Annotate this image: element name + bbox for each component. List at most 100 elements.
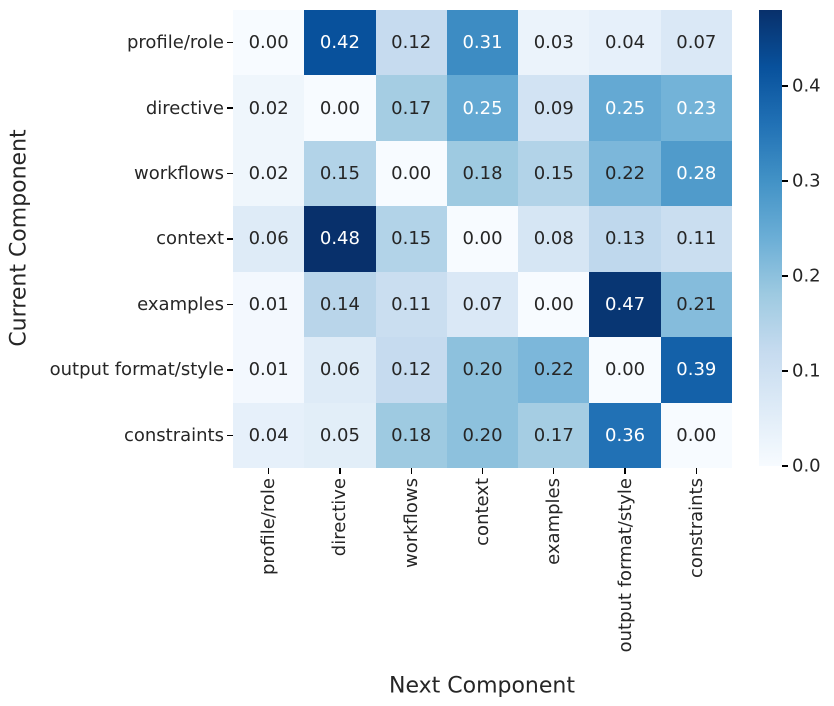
colorbar-tick-label: 0.1 xyxy=(792,360,821,382)
y-tick-label: examples xyxy=(137,293,224,315)
x-tick-mark xyxy=(339,468,341,474)
colorbar-tick-mark xyxy=(782,370,788,372)
heatmap-cell: 0.48 xyxy=(304,206,376,272)
y-tick-label: constraints xyxy=(123,424,224,446)
colorbar-tick-mark xyxy=(782,465,788,467)
x-tick-mark xyxy=(410,468,412,474)
heatmap-cell: 0.02 xyxy=(233,75,305,141)
heatmap-cell: 0.12 xyxy=(375,337,447,403)
heatmap-cell: 0.07 xyxy=(446,271,519,338)
heatmap-cell: 0.22 xyxy=(518,337,590,403)
x-tick-label: context xyxy=(447,478,518,670)
heatmap-cell: 0.15 xyxy=(518,140,590,207)
x-tick-label: examples xyxy=(518,478,589,670)
heatmap-cell: 0.21 xyxy=(660,271,732,338)
heatmap-cell: 0.08 xyxy=(518,206,590,272)
x-tick-label: output format/style xyxy=(589,478,660,670)
heatmap-cell: 0.00 xyxy=(660,402,732,468)
colorbar-tick-label: 0.3 xyxy=(792,170,821,192)
heatmap-cell: 0.18 xyxy=(446,140,519,207)
heatmap-cell: 0.20 xyxy=(446,402,519,468)
x-tick-mark xyxy=(695,468,698,474)
heatmap-cell: 0.11 xyxy=(660,206,732,272)
colorbar-tick-mark xyxy=(782,180,788,182)
y-tick-label: workflows xyxy=(133,163,224,185)
colorbar-tick-label: 0.0 xyxy=(792,455,821,477)
heatmap-cell: 0.05 xyxy=(304,402,376,468)
heatmap-cell: 0.02 xyxy=(233,140,305,207)
heatmap-cell: 0.39 xyxy=(660,337,732,403)
heatmap-cell: 0.04 xyxy=(233,402,305,468)
heatmap-cell: 0.23 xyxy=(660,75,732,141)
colorbar-tick-mark xyxy=(782,85,788,87)
heatmap-cell: 0.06 xyxy=(304,337,376,403)
x-tick-mark xyxy=(553,468,555,474)
y-tick-mark xyxy=(227,434,233,436)
heatmap-cell: 0.11 xyxy=(375,271,447,338)
heatmap-cell: 0.28 xyxy=(660,140,732,207)
heatmap-cell: 0.25 xyxy=(446,75,519,141)
x-tick-label: constraints xyxy=(661,478,732,670)
heatmap-cell: 0.07 xyxy=(660,10,732,76)
y-tick-label: context xyxy=(156,228,224,250)
y-tick-mark xyxy=(227,238,233,240)
heatmap-cell: 0.00 xyxy=(589,337,661,403)
heatmap-cell: 0.13 xyxy=(589,206,661,272)
heatmap-cell: 0.15 xyxy=(304,140,376,207)
colorbar-tick-mark xyxy=(782,275,788,277)
x-tick-mark xyxy=(267,468,270,474)
y-tick-label: directive xyxy=(145,97,224,119)
heatmap-cell: 0.42 xyxy=(304,10,376,76)
x-tick-label-text: constraints xyxy=(685,478,707,579)
heatmap-cell: 0.17 xyxy=(518,402,590,468)
x-tick-label-text: profile/role xyxy=(258,478,280,576)
heatmap-cell: 0.15 xyxy=(375,206,447,272)
colorbar xyxy=(759,10,782,466)
heatmap-cell: 0.01 xyxy=(233,271,305,338)
x-tick-label: directive xyxy=(304,478,375,670)
colorbar-tick-label: 0.2 xyxy=(792,265,821,287)
x-tick-label-text: output format/style xyxy=(614,478,636,653)
heatmap-cell: 0.14 xyxy=(304,271,376,338)
heatmap-cell: 0.36 xyxy=(589,402,661,468)
heatmap-cell: 0.09 xyxy=(518,75,590,141)
x-tick-label-text: context xyxy=(471,478,493,546)
x-tick-mark xyxy=(481,468,484,474)
heatmap-cell: 0.25 xyxy=(589,75,661,141)
y-tick-mark xyxy=(227,107,233,109)
x-axis-title: Next Component xyxy=(389,673,575,699)
y-tick-mark xyxy=(227,172,233,175)
heatmap-cell: 0.22 xyxy=(589,140,661,207)
x-tick-label: workflows xyxy=(376,478,447,670)
heatmap-cell: 0.00 xyxy=(518,271,590,338)
heatmap-cell: 0.00 xyxy=(304,75,376,141)
heatmap-cell: 0.04 xyxy=(589,10,661,76)
heatmap-cell: 0.47 xyxy=(589,271,661,338)
heatmap-cell: 0.06 xyxy=(233,206,305,272)
x-tick-label-text: directive xyxy=(329,478,351,557)
heatmap-cell: 0.12 xyxy=(375,10,447,76)
x-tick-label: profile/role xyxy=(233,478,304,670)
colorbar-tick-label: 0.4 xyxy=(792,75,821,97)
heatmap-grid: 0.00 0.42 0.12 0.31 0.03 0.04 0.07 0.02 0.00 0.17… xyxy=(233,10,732,468)
heatmap-cell: 0.20 xyxy=(446,337,519,403)
y-tick-labels: profile/role directive workflows context exa… xyxy=(0,10,224,468)
heatmap-cell: 0.17 xyxy=(375,75,447,141)
y-tick-mark xyxy=(227,42,233,44)
x-tick-mark xyxy=(624,468,626,474)
y-tick-mark xyxy=(227,369,233,371)
heatmap-cell: 0.03 xyxy=(518,10,590,76)
y-tick-label: profile/role xyxy=(126,32,224,54)
x-tick-label-text: examples xyxy=(543,478,565,565)
heatmap-cell: 0.00 xyxy=(233,10,305,76)
x-tick-labels: profile/role directive workflows context exa… xyxy=(233,478,732,670)
heatmap-cell: 0.01 xyxy=(233,337,305,403)
heatmap-cell: 0.00 xyxy=(446,206,519,272)
y-tick-mark xyxy=(227,303,233,306)
y-tick-label: output format/style xyxy=(49,359,224,381)
x-tick-label-text: workflows xyxy=(400,478,422,569)
heatmap-cell: 0.18 xyxy=(375,402,447,468)
heatmap-cell: 0.31 xyxy=(446,10,519,76)
heatmap-cell: 0.00 xyxy=(375,140,447,207)
